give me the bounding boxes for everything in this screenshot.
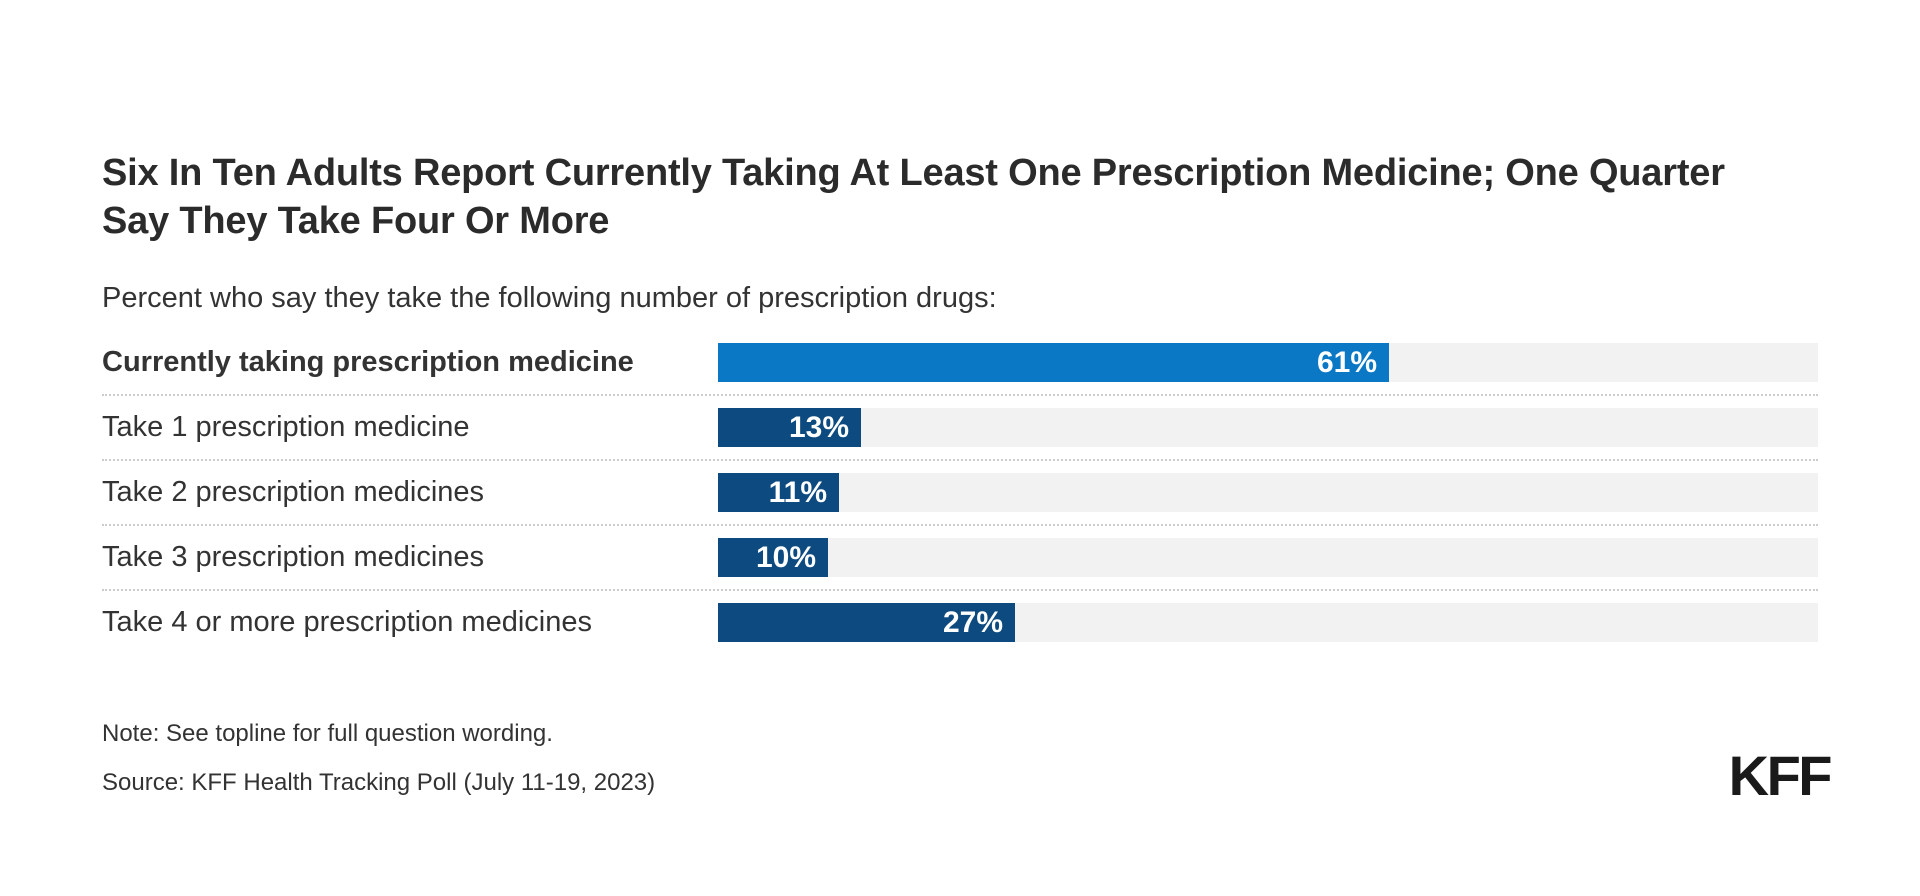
bar-row: Take 1 prescription medicine 13% <box>102 394 1818 459</box>
bar-value-label: 13% <box>788 410 849 444</box>
bar-track: 13% <box>718 408 1818 448</box>
bar-fill: 10% <box>718 538 828 578</box>
bar-track: 11% <box>718 473 1818 513</box>
bar-fill: 11% <box>718 473 839 513</box>
bar-track: 27% <box>718 603 1818 643</box>
bar-fill: 61% <box>718 343 1389 383</box>
bar-row: Take 3 prescription medicines 10% <box>102 524 1818 589</box>
bar-label: Currently taking prescription medicine <box>102 346 634 379</box>
bar-row: Take 2 prescription medicines 11% <box>102 459 1818 524</box>
bar-value-label: 11% <box>768 475 827 509</box>
bar-track: 10% <box>718 538 1818 578</box>
bar-row: Take 4 or more prescription medicines 27% <box>102 589 1818 654</box>
kff-logo: KFF <box>1728 744 1833 807</box>
bar-label: Take 1 prescription medicine <box>102 411 470 444</box>
bar-fill: 13% <box>718 408 861 448</box>
bar-label: Take 4 or more prescription medicines <box>102 606 592 639</box>
bar-fill: 27% <box>718 603 1015 643</box>
chart-note: Note: See topline for full question word… <box>102 720 553 748</box>
bar-label: Take 3 prescription medicines <box>102 541 485 574</box>
chart-source: Source: KFF Health Tracking Poll (July 1… <box>102 768 656 796</box>
chart-title: Six In Ten Adults Report Currently Takin… <box>102 152 1725 242</box>
bar-value-label: 61% <box>1316 345 1377 379</box>
bar-chart: Currently taking prescription medicine 61… <box>102 331 1818 654</box>
bar-row: Currently taking prescription medicine 61… <box>102 331 1818 394</box>
chart-subtitle: Percent who say they take the following … <box>102 281 997 314</box>
bar-track: 61% <box>718 343 1818 383</box>
bar-value-label: 27% <box>942 605 1003 639</box>
bar-label: Take 2 prescription medicines <box>102 476 485 509</box>
bar-value-label: 10% <box>755 540 816 574</box>
